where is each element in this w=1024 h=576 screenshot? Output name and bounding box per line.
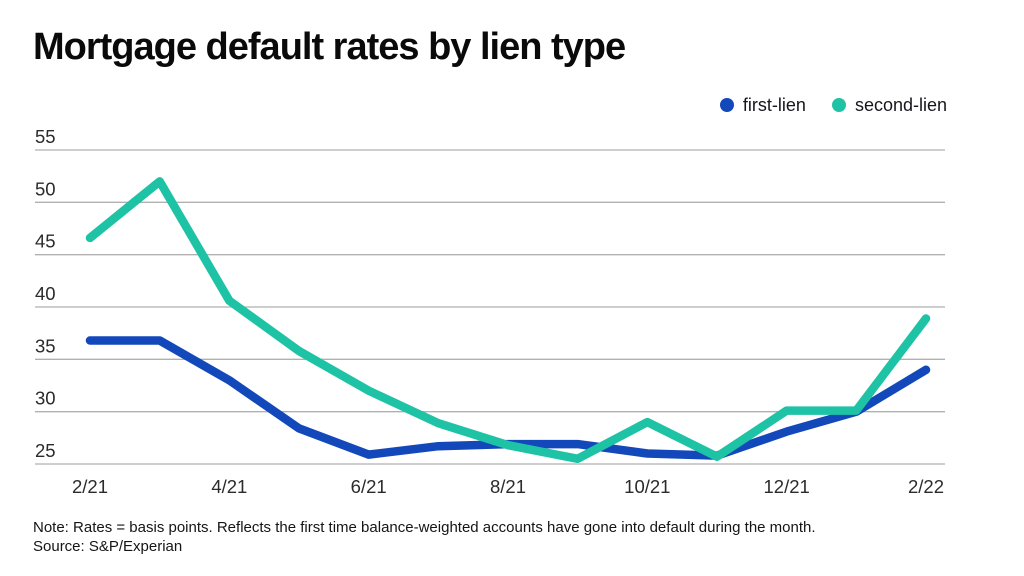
x-tick-label: 12/21 <box>764 476 810 497</box>
series-line-second-lien <box>85 177 931 464</box>
y-tick-label: 40 <box>35 283 56 304</box>
y-tick-label: 55 <box>35 126 56 147</box>
legend-item-first-lien: first-lien <box>719 94 806 116</box>
x-tick-label: 8/21 <box>490 476 526 497</box>
footnote: Note: Rates = basis points. Reflects the… <box>33 518 993 556</box>
x-tick-label: 4/21 <box>211 476 247 497</box>
legend-label-second-lien: second-lien <box>854 94 947 115</box>
chart-title: Mortgage default rates by lien type <box>33 26 626 68</box>
y-tick-label: 45 <box>35 231 56 252</box>
legend: first-lien second-lien <box>719 93 947 117</box>
series-line-first-lien <box>85 336 931 460</box>
y-tick-label: 35 <box>35 335 56 356</box>
y-tick-label: 30 <box>35 388 56 409</box>
x-tick-label: 6/21 <box>351 476 387 497</box>
y-tick-label: 25 <box>35 440 56 461</box>
x-tick-label: 10/21 <box>624 476 670 497</box>
source-text: Source: S&P/Experian <box>33 538 183 555</box>
second-lien-dot-icon <box>831 98 846 112</box>
legend-item-second-lien: second-lien <box>831 94 947 116</box>
y-tick-label: 50 <box>35 178 56 199</box>
x-tick-label: 2/22 <box>908 476 944 497</box>
x-tick-label: 2/21 <box>72 476 108 497</box>
note-text: Note: Rates = basis points. Reflects the… <box>33 519 816 536</box>
first-lien-dot-icon <box>719 98 734 112</box>
legend-label-first-lien: first-lien <box>742 94 806 115</box>
